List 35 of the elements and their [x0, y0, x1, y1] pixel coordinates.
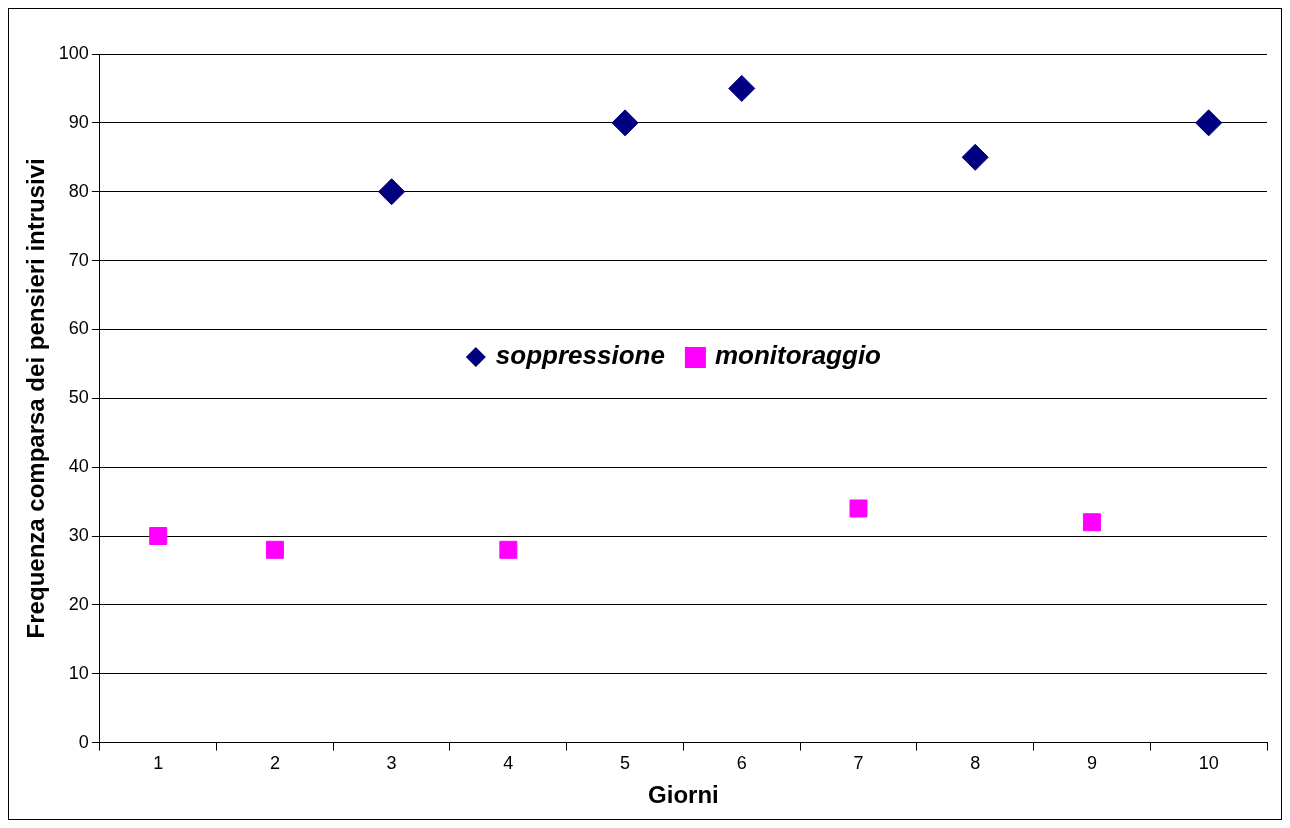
y-tick-label: 60 — [68, 318, 89, 339]
x-tick-label: 6 — [736, 753, 747, 774]
y-tick-label: 70 — [68, 249, 89, 270]
y-tick-label: 40 — [68, 456, 89, 477]
point — [728, 74, 756, 102]
y-tick-label: 80 — [68, 180, 89, 201]
x-tick-label: 8 — [970, 753, 981, 774]
point — [149, 527, 168, 546]
x-tick-label: 1 — [153, 753, 164, 774]
x-tick-label: 10 — [1198, 753, 1219, 774]
point — [1195, 109, 1223, 137]
x-tick-label: 4 — [503, 753, 514, 774]
y-tick-label: 30 — [68, 524, 89, 545]
x-tick-label: 5 — [620, 753, 631, 774]
legend-label: monitoraggio — [714, 340, 882, 371]
point — [1082, 513, 1101, 532]
y-tick-label: 0 — [78, 731, 89, 752]
point — [378, 178, 406, 206]
y-tick-label: 20 — [68, 593, 89, 614]
y-tick-label: 90 — [68, 111, 89, 132]
x-tick-label: 9 — [1086, 753, 1097, 774]
point — [499, 540, 518, 559]
x-axis-title: Giorni — [648, 781, 719, 809]
x-tick-label: 2 — [269, 753, 280, 774]
point — [611, 109, 639, 137]
point — [961, 143, 989, 171]
y-tick-label: 50 — [68, 387, 89, 408]
y-axis-title: Frequenza comparsa dei pensieri intrusivi — [22, 158, 50, 639]
legend-label: soppressione — [495, 340, 665, 371]
x-tick-label: 7 — [853, 753, 864, 774]
x-tick-label: 3 — [386, 753, 397, 774]
point — [849, 499, 868, 518]
point — [265, 540, 284, 559]
y-tick-label: 10 — [68, 662, 89, 683]
y-tick-label: 100 — [58, 42, 89, 63]
